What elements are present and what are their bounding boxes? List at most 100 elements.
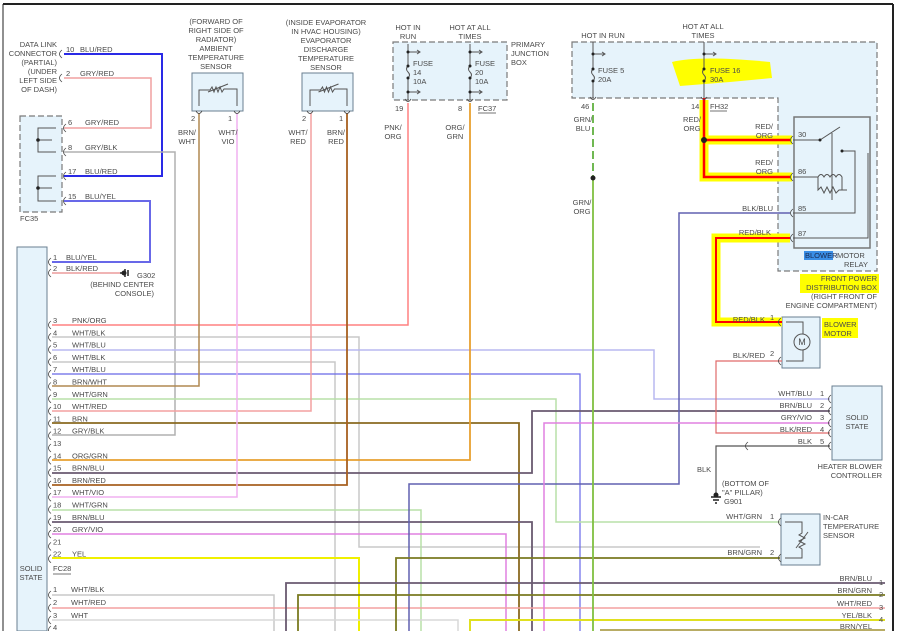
wire-gry-vio — [543, 422, 830, 631]
ground-location-label: "A" PILLAR) — [722, 488, 763, 497]
wire-label: BRN/RED — [72, 476, 106, 485]
wire-label: WHT — [178, 137, 195, 146]
front-power-box-label: ENGINE COMPARTMENT) — [786, 301, 878, 310]
wire-label: WHT/BLU — [72, 365, 106, 374]
pin-number: 9 — [53, 390, 57, 399]
pin-number: 3 — [879, 603, 883, 612]
fc35-connector-box — [19, 115, 63, 213]
ambient-sensor-label: RIGHT SIDE OF — [188, 26, 244, 35]
front-power-box-label: FRONT POWER — [821, 274, 878, 283]
pin-number: 87 — [798, 229, 806, 238]
connector-terminal-icon — [48, 345, 52, 354]
connector-terminal-icon — [59, 73, 63, 83]
wire-label: BLU/RED — [80, 45, 113, 54]
connector-terminal-icon — [828, 394, 832, 404]
in-car-sensor-label: IN-CAR — [823, 513, 849, 522]
blower-motor-label-highlight — [822, 318, 858, 338]
label: 2 — [302, 114, 306, 123]
ambient-sensor-label: AMBIENT — [199, 44, 233, 53]
pin-number: 4 — [820, 425, 824, 434]
frame — [2, 3, 894, 631]
connector-terminal-icon — [48, 332, 52, 342]
pin-number: 3 — [53, 611, 57, 620]
wire-label: BRN/BLU — [839, 574, 872, 583]
connector-id: FC28 — [53, 564, 71, 573]
wire-label: WHT/BLK — [72, 353, 105, 362]
pin-number: 8 — [53, 378, 57, 387]
wire-brn-grn — [297, 594, 885, 631]
pin-number: 4 — [53, 328, 57, 337]
wire-label: WHT/VIO — [72, 488, 104, 497]
connector-id: FC35 — [20, 214, 38, 223]
pin-number: 5 — [820, 437, 824, 446]
pin-number: 8 — [68, 143, 72, 152]
wire-label: BRN/WHT — [72, 378, 107, 387]
label: 2 — [770, 349, 774, 358]
connector-terminal-icon — [48, 517, 52, 527]
wire-red-org — [702, 98, 790, 179]
connector-terminal-icon — [778, 517, 782, 527]
wire-yel-blk — [469, 619, 885, 631]
wires — [52, 53, 885, 631]
module-inner-label: SOLID — [846, 413, 869, 422]
wire-label: RED/BLK — [733, 315, 765, 324]
fuse-icon — [702, 42, 706, 98]
connector-terminal-icon — [790, 208, 794, 218]
label: 1 — [770, 313, 774, 322]
wire-blu-yel — [52, 200, 151, 263]
wire-gry-blk — [52, 151, 176, 436]
fuse-label: 14 — [413, 68, 421, 77]
pin-number: 1 — [53, 253, 57, 262]
solid-state-module-box — [16, 246, 48, 631]
connector-terminal-icon — [48, 320, 52, 330]
wire-label: GRY/BLK — [72, 427, 104, 436]
connector-terminal-icon — [195, 110, 203, 114]
label: 1 — [228, 114, 232, 123]
module-inner-label: SOLID — [20, 564, 43, 573]
pin-number: 14 — [691, 102, 699, 111]
motor-symbol: M — [798, 337, 806, 347]
wire-label: VIO — [222, 137, 235, 146]
relay-label: MOTOR — [837, 251, 865, 260]
fuse-label: 10A — [413, 77, 426, 86]
wire-label: WHT/BLK — [72, 328, 105, 337]
connector-terminal-icon — [48, 590, 52, 600]
fuse-icon — [468, 44, 472, 100]
wire-label: ORG — [384, 132, 401, 141]
blower-motor-label: BLOWER — [824, 320, 857, 329]
front-power-box-label: (RIGHT FRONT OF — [811, 292, 877, 301]
in-car-sensor-label: TEMPERATURE — [823, 522, 879, 531]
pin-number: 1 — [879, 578, 883, 587]
wire-label: BRN — [72, 414, 88, 423]
pin-number: 20 — [53, 525, 61, 534]
wire-blu-yel — [52, 373, 581, 631]
connector-terminal-icon — [63, 196, 67, 206]
wire-label: YEL/BLK — [842, 611, 872, 620]
evaporator-sensor-label: (INSIDE EVAPORATOR — [286, 18, 367, 27]
wire-label: WHT/GRN — [72, 501, 108, 510]
pin-number: 18 — [53, 501, 61, 510]
ambient-sensor-label: (FORWARD OF — [189, 17, 243, 26]
evaporator-sensor-label: TEMPERATURE — [298, 54, 354, 63]
pin-number: 2 — [820, 401, 824, 410]
pin-number: 2 — [66, 69, 70, 78]
connector-terminal-icon — [778, 317, 782, 327]
connector-terminal-icon — [790, 233, 794, 243]
ambient-sensor-label: TEMPERATURE — [188, 53, 244, 62]
fuse-icon — [591, 42, 595, 98]
connector-terminal-icon — [48, 468, 52, 477]
connector-terminal-icon — [48, 603, 52, 613]
pin-number: 19 — [53, 513, 61, 522]
dlc-label: LEFT SIDE — [19, 76, 57, 85]
power-source-label: RUN — [400, 32, 416, 41]
wire-label: PNK/ — [384, 123, 402, 132]
wire-yel — [52, 557, 360, 631]
thermistor-icon — [309, 85, 348, 106]
front-power-label-highlight — [800, 274, 879, 293]
pin-number: 86 — [798, 167, 806, 176]
wire-label: BRN/BLU — [779, 401, 812, 410]
wire-label: RED/ — [683, 115, 702, 124]
pin-number: 4 — [879, 615, 883, 624]
connector-terminal-icon — [48, 357, 52, 367]
